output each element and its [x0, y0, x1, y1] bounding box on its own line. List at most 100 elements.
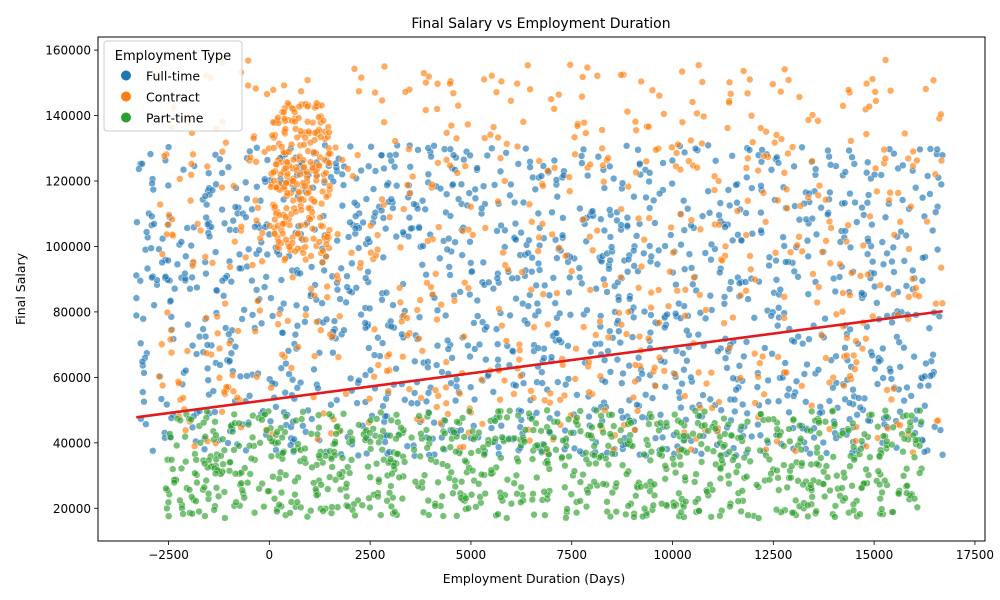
- data-point: [750, 314, 758, 322]
- data-point: [524, 302, 532, 310]
- data-point: [585, 358, 593, 366]
- data-point: [576, 407, 584, 415]
- data-point: [556, 396, 564, 404]
- data-point: [294, 343, 302, 351]
- data-point: [140, 398, 148, 406]
- data-point: [903, 465, 911, 473]
- data-point: [430, 142, 438, 150]
- data-point: [860, 211, 868, 219]
- data-point: [200, 483, 208, 491]
- data-point: [637, 483, 645, 491]
- data-point: [418, 347, 426, 355]
- data-point: [405, 145, 413, 153]
- data-point: [726, 502, 734, 511]
- data-point: [629, 393, 638, 402]
- data-point: [466, 290, 474, 299]
- data-point: [404, 232, 413, 241]
- data-point: [291, 117, 299, 126]
- data-point: [212, 431, 220, 439]
- plot-frame: [97, 36, 986, 542]
- data-point: [291, 477, 299, 485]
- data-point: [652, 146, 660, 154]
- data-point: [668, 156, 677, 165]
- data-point: [494, 197, 502, 206]
- data-point: [794, 333, 802, 341]
- data-point: [268, 131, 276, 140]
- data-point: [840, 469, 848, 477]
- data-point: [189, 150, 197, 158]
- data-point: [279, 220, 287, 228]
- data-point: [267, 294, 275, 302]
- x-axis-label: Employment Duration (Days): [443, 571, 625, 586]
- data-point: [844, 86, 853, 94]
- data-point: [282, 213, 290, 221]
- data-point: [274, 320, 282, 328]
- data-point: [592, 331, 600, 339]
- data-point: [867, 411, 876, 419]
- data-point: [878, 238, 886, 246]
- data-point: [685, 157, 693, 165]
- data-point: [706, 395, 714, 403]
- data-point: [839, 429, 847, 437]
- data-point: [825, 397, 834, 405]
- data-point: [301, 444, 309, 453]
- data-point: [530, 511, 538, 519]
- data-point: [164, 498, 173, 506]
- data-point: [732, 386, 740, 394]
- data-point: [334, 230, 342, 238]
- data-point: [868, 221, 876, 229]
- data-point: [422, 397, 431, 406]
- data-point: [783, 483, 791, 492]
- data-point: [188, 423, 197, 432]
- data-point: [282, 360, 290, 368]
- data-point: [203, 341, 212, 349]
- data-point: [586, 160, 594, 169]
- data-point: [305, 204, 313, 212]
- data-point: [449, 89, 457, 97]
- data-point: [354, 151, 362, 159]
- data-point: [886, 87, 895, 95]
- data-point: [338, 202, 347, 210]
- data-point: [658, 500, 666, 508]
- data-point: [628, 333, 637, 341]
- data-point: [362, 274, 370, 282]
- data-point: [596, 317, 604, 326]
- data-point: [786, 437, 794, 445]
- data-point: [548, 230, 556, 239]
- data-point: [866, 453, 874, 461]
- data-point: [295, 102, 303, 111]
- data-point: [443, 129, 451, 137]
- data-point: [216, 155, 224, 163]
- data-point: [677, 419, 685, 427]
- data-point: [331, 439, 339, 448]
- data-point: [365, 162, 373, 170]
- data-point: [924, 172, 932, 180]
- data-point: [147, 244, 155, 252]
- data-point: [371, 167, 380, 175]
- data-point: [916, 145, 924, 154]
- data-point: [464, 284, 473, 292]
- data-point: [339, 410, 348, 418]
- data-point: [636, 160, 644, 168]
- data-point: [774, 196, 782, 205]
- data-point: [220, 388, 228, 396]
- data-point: [427, 153, 435, 161]
- data-point: [447, 121, 456, 130]
- data-point: [901, 129, 909, 138]
- data-point: [358, 501, 366, 509]
- data-point: [764, 415, 773, 424]
- data-point: [666, 268, 674, 276]
- data-point: [780, 242, 788, 250]
- data-point: [299, 408, 307, 416]
- data-point: [494, 340, 502, 348]
- data-point: [230, 182, 238, 190]
- data-point: [527, 286, 535, 294]
- data-point: [661, 462, 669, 470]
- data-point: [179, 166, 188, 174]
- data-point: [733, 207, 742, 215]
- data-point: [245, 245, 253, 253]
- data-point: [507, 500, 516, 508]
- data-point: [398, 495, 407, 503]
- data-point: [231, 470, 240, 478]
- data-point: [720, 293, 729, 301]
